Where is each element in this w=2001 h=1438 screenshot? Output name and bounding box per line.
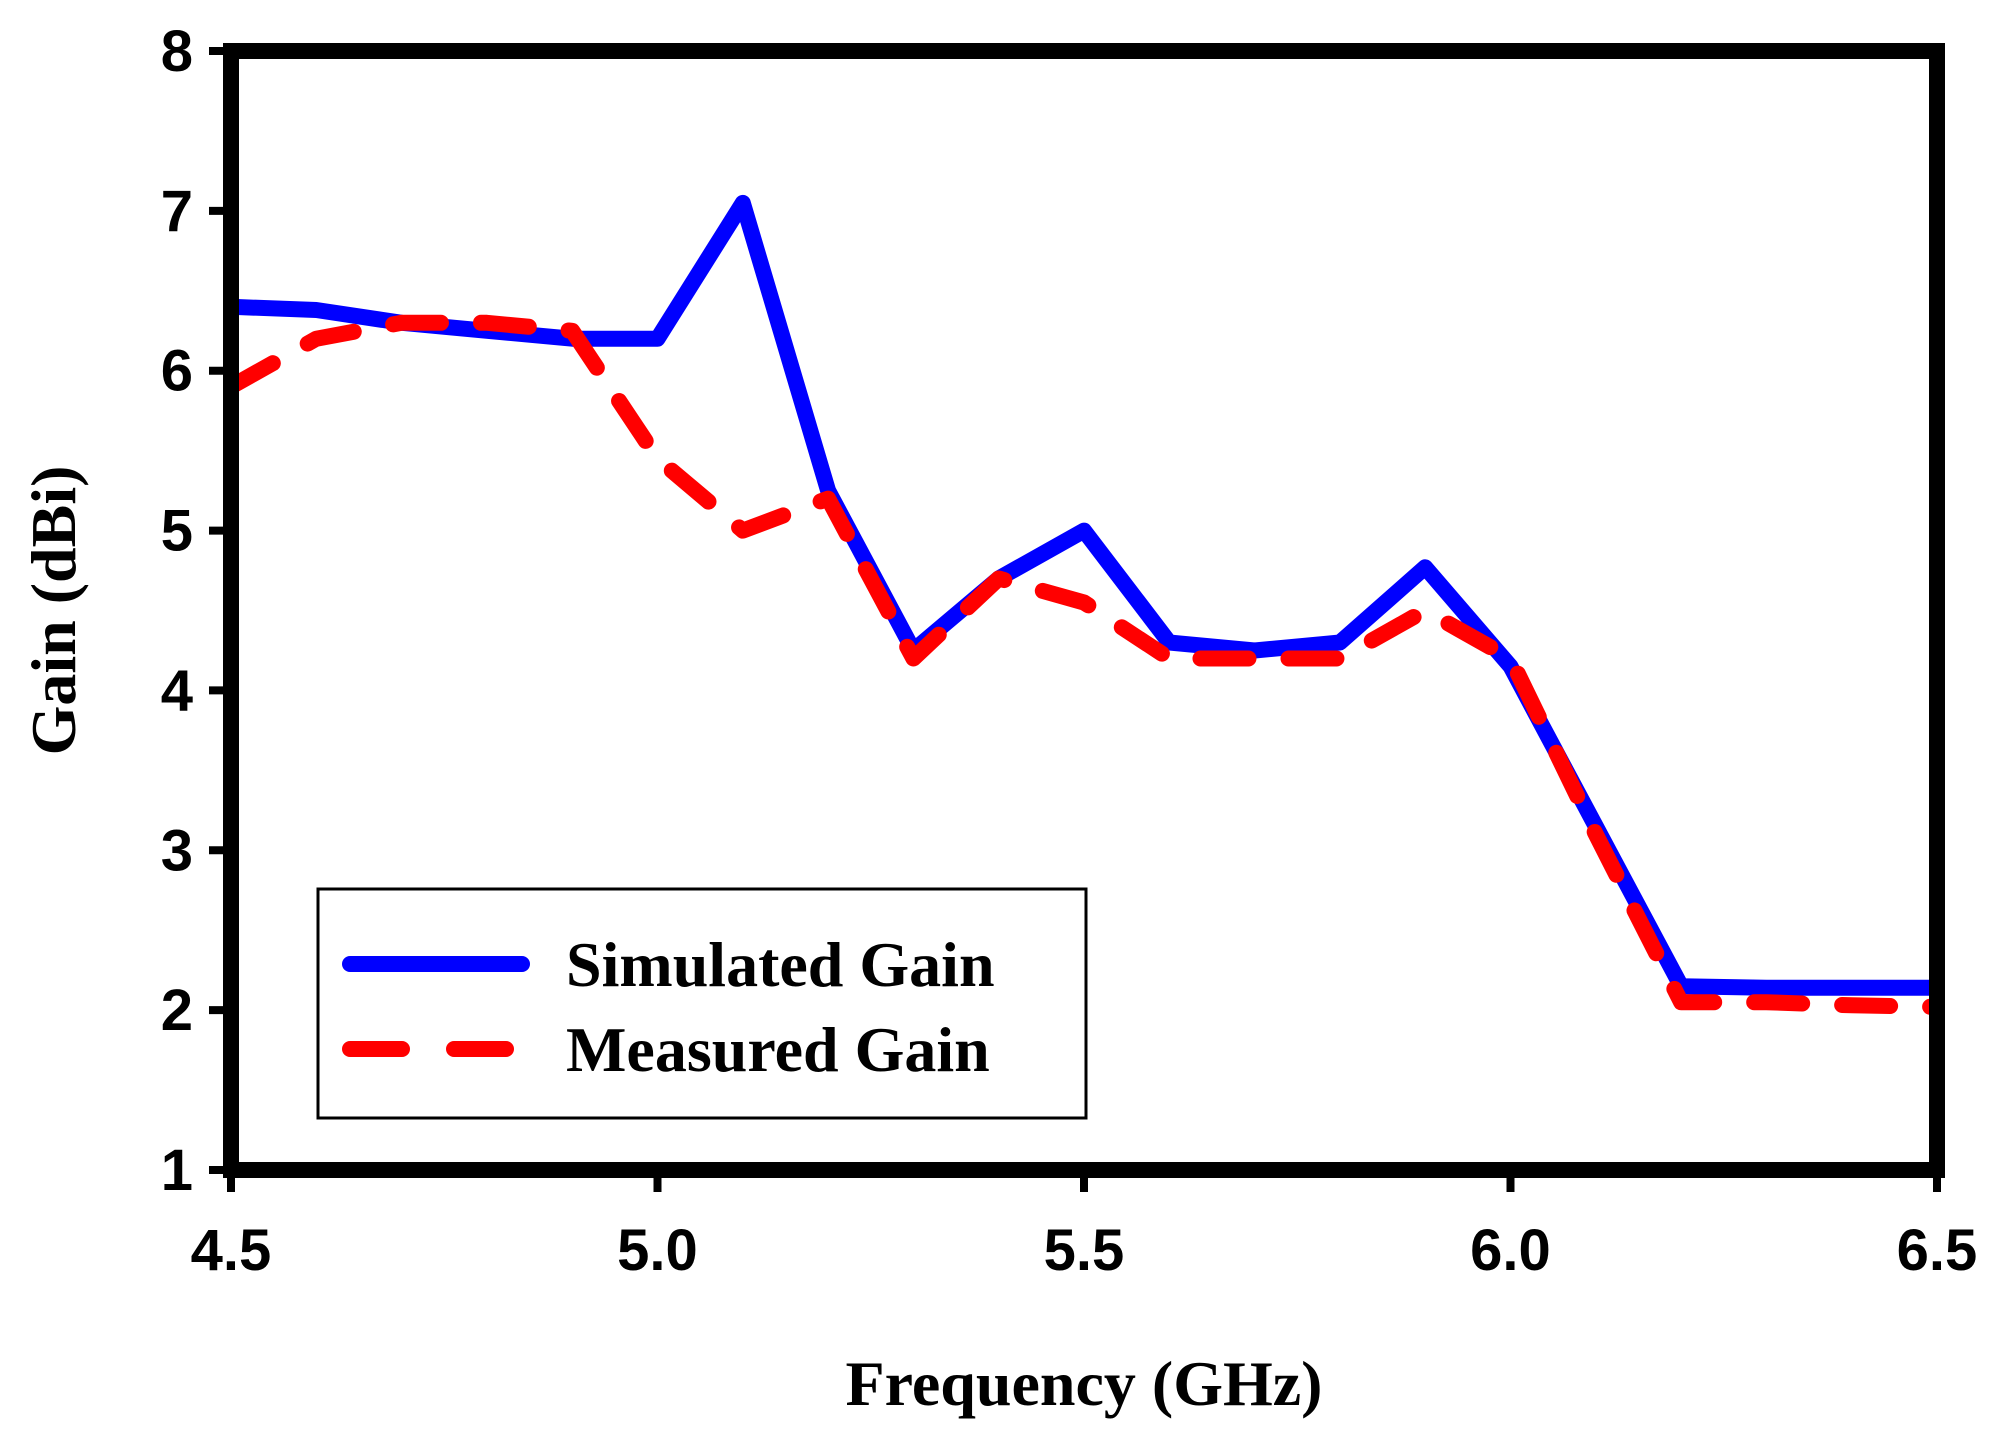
legend-box	[316, 887, 1088, 1120]
x-tick-label: 5.0	[617, 1218, 698, 1283]
y-tick-label: 1	[161, 1138, 193, 1203]
y-tick-label: 5	[161, 499, 193, 564]
x-axis-title: Frequency (GHz)	[846, 1348, 1323, 1419]
y-tick-label: 7	[161, 179, 193, 244]
series-layer	[223, 194, 1945, 1015]
y-tick-label: 4	[161, 658, 193, 723]
legend-label-measured: Measured Gain	[566, 1014, 990, 1085]
series-line-measured	[223, 314, 1945, 1015]
x-tick-label: 6.0	[1470, 1218, 1551, 1283]
x-tick-label: 5.5	[1044, 1218, 1125, 1283]
legend-label-simulated: Simulated Gain	[566, 929, 995, 1000]
y-tick-label: 6	[161, 339, 193, 404]
y-tick-label: 8	[161, 19, 193, 84]
ticks-layer: 1 2 3 4 5 6 7 8 4.5 5.0 5.5 6.0 6.5	[161, 19, 1978, 1283]
y-tick-label: 3	[161, 818, 193, 883]
x-tick-label: 4.5	[191, 1218, 272, 1283]
y-tick-label: 2	[161, 978, 193, 1043]
y-axis-title: Gain (dBi)	[18, 466, 89, 756]
legend: Simulated Gain Measured Gain	[316, 887, 1088, 1120]
x-tick-label: 6.5	[1897, 1218, 1978, 1283]
